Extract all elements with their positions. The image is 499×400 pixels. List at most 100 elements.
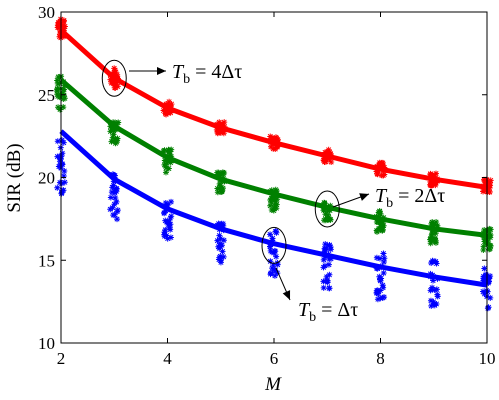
scatter-point [377, 295, 384, 302]
scatter-point [112, 67, 119, 74]
scatter-point [112, 69, 119, 76]
scatter-point [270, 194, 277, 201]
scatter-point [433, 170, 440, 177]
scatter-point [268, 199, 275, 206]
scatter-point [485, 278, 492, 285]
scatter-point [217, 259, 224, 266]
scatter-point [56, 179, 63, 186]
scatter-point [57, 155, 64, 162]
y-tick-label: 30 [38, 3, 55, 22]
scatter-point [61, 179, 68, 186]
scatter-point [432, 235, 439, 242]
series-1-line [59, 78, 488, 238]
scatter-point [321, 245, 328, 252]
x-tick-label: 10 [479, 349, 496, 368]
annotation-ellipse [314, 190, 340, 228]
scatter-point [433, 300, 440, 307]
scatter-point [268, 249, 275, 256]
scatter-point [267, 231, 274, 238]
scatter-point [484, 234, 491, 240]
scatter-point [267, 258, 274, 265]
scatter-point [324, 208, 331, 215]
x-axis-label: M [264, 374, 282, 395]
scatter-point [274, 270, 281, 277]
scatter-point [325, 261, 332, 268]
series-0-line [59, 28, 488, 190]
scatter-point [379, 282, 386, 289]
scatter-point [271, 272, 278, 279]
scatter-point [61, 86, 68, 93]
scatter-point [379, 162, 386, 169]
scatter-point [60, 173, 67, 180]
scatter-point [430, 298, 437, 305]
scatter-point [486, 246, 493, 253]
scatter-point [167, 102, 174, 109]
scatter-point [485, 304, 492, 311]
scatter-point [380, 250, 387, 257]
scatter-point [429, 231, 436, 238]
scatter-point [480, 278, 487, 285]
scatter-point [323, 149, 330, 156]
scatter-point [214, 237, 221, 244]
scatter-point [486, 188, 493, 195]
scatter-point [112, 140, 119, 147]
scatter-point [481, 290, 488, 297]
scatter-point [373, 254, 380, 261]
scatter-point [485, 238, 492, 245]
scatter-point [428, 181, 435, 188]
scatter-point [480, 288, 487, 295]
scatter-point [61, 168, 68, 175]
scatter-point [485, 180, 492, 187]
scatter-point [320, 256, 327, 263]
scatter-point [374, 287, 381, 294]
scatter-point [486, 226, 493, 233]
scatter-point [377, 277, 384, 284]
scatter-point [114, 216, 121, 223]
scatter-point [56, 19, 63, 26]
axes: 2 4 6 8 10 10 15 20 25 30 [38, 3, 496, 368]
scatter-point [328, 159, 335, 166]
scatter-point [434, 291, 441, 298]
scatter-point [108, 138, 115, 145]
scatter-point [480, 188, 487, 195]
series-0-scatter [54, 16, 494, 196]
x-tick-label: 2 [57, 349, 66, 368]
scatter-point [272, 248, 279, 255]
scatter-point [325, 214, 332, 221]
scatter-point [269, 235, 276, 242]
scatter-point [54, 153, 61, 160]
scatter-point [326, 271, 333, 278]
scatter-point [485, 279, 492, 286]
scatter-point [161, 233, 168, 240]
scatter-point [268, 207, 275, 214]
scatter-point [221, 119, 228, 126]
scatter-point [485, 274, 492, 281]
scatter-point [432, 230, 439, 237]
scatter-point [381, 255, 388, 262]
scatter-point [54, 77, 61, 84]
scatter-point [220, 130, 227, 137]
scatter-point [377, 160, 384, 167]
scatter-point [271, 202, 278, 209]
scatter-point [321, 158, 328, 165]
scatter-point [111, 211, 118, 218]
scatter-point [167, 221, 174, 228]
plot-area [54, 16, 494, 312]
scatter-point [380, 172, 387, 179]
scatter-point [430, 277, 437, 284]
scatter-point [273, 253, 280, 260]
scatter-point [373, 219, 380, 226]
scatter-point [373, 290, 380, 297]
y-tick-label: 20 [38, 169, 55, 188]
scatter-point [165, 222, 172, 229]
scatter-point [107, 206, 114, 213]
scatter-point [427, 178, 434, 185]
scatter-point [111, 65, 118, 72]
scatter-point [112, 135, 119, 142]
scatter-point [272, 228, 279, 235]
scatter-point [216, 172, 223, 179]
y-tick-label: 10 [38, 334, 55, 353]
scatter-point [54, 85, 61, 92]
scatter-point [110, 137, 117, 144]
scatter-point [215, 220, 222, 227]
